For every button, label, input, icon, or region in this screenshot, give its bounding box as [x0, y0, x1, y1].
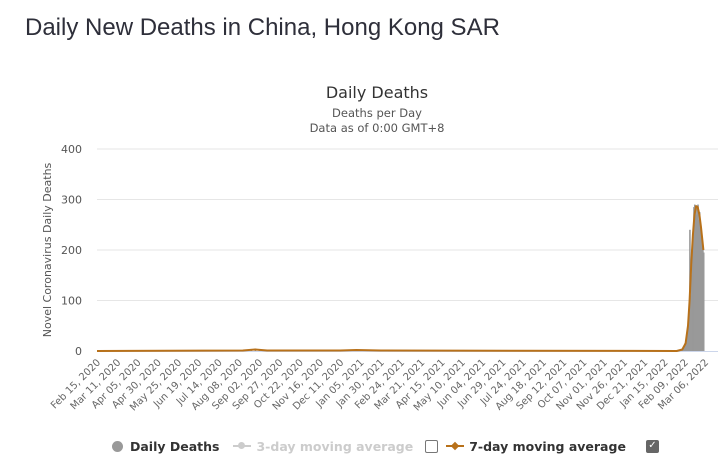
bar[interactable]: [689, 295, 692, 351]
bar[interactable]: [688, 315, 690, 351]
bar[interactable]: [699, 224, 702, 351]
bar[interactable]: [692, 234, 694, 351]
diamond-marker-icon: [446, 440, 465, 452]
chart-subtitle: Deaths per Day: [332, 106, 422, 120]
bar[interactable]: [701, 239, 703, 351]
bar[interactable]: [695, 214, 698, 351]
circle-icon: [112, 440, 123, 452]
chart-subtitle-date: Data as of 0:00 GMT+8: [310, 121, 445, 135]
bar[interactable]: [685, 337, 688, 351]
legend-label: Daily Deaths: [130, 438, 220, 454]
legend: Daily Deaths 3-day moving average 7-day …: [112, 437, 667, 455]
y-tick-label: 300: [61, 194, 82, 207]
y-axis-label: Novel Coronavirus Daily Deaths: [41, 162, 54, 337]
legend-label: 3-day moving average: [256, 438, 414, 454]
bar[interactable]: [690, 275, 693, 351]
bar[interactable]: [698, 212, 701, 351]
page-title: Daily New Deaths in China, Hong Kong SAR: [25, 14, 500, 41]
bar[interactable]: [687, 324, 690, 351]
legend-daily-deaths[interactable]: Daily Deaths: [112, 439, 219, 454]
bar[interactable]: [697, 204, 699, 351]
y-tick-label: 200: [61, 244, 82, 257]
checkbox-3-day-average[interactable]: [425, 439, 439, 453]
bar[interactable]: [696, 207, 699, 351]
bar[interactable]: [686, 333, 689, 351]
bar[interactable]: [691, 255, 694, 351]
bar[interactable]: [700, 229, 703, 351]
series-line-7-day-average[interactable]: [96, 205, 705, 352]
legend-3-day-average[interactable]: 3-day moving average: [233, 439, 413, 454]
bar[interactable]: [702, 252, 705, 351]
bar[interactable]: [702, 250, 704, 351]
y-tick-label: 0: [75, 345, 82, 358]
bar[interactable]: [683, 345, 686, 351]
bar[interactable]: [698, 219, 700, 351]
bar[interactable]: [684, 343, 686, 351]
bar[interactable]: [693, 207, 695, 351]
y-tick-label: 100: [61, 295, 82, 308]
legend-7-day-average[interactable]: 7-day moving average: [446, 439, 626, 454]
y-tick-label: 400: [61, 143, 82, 156]
bar[interactable]: [694, 209, 697, 351]
line-marker-icon: [233, 440, 252, 452]
checkbox-7-day-average[interactable]: ✓: [645, 439, 659, 453]
bar[interactable]: [685, 340, 687, 351]
bar[interactable]: [693, 204, 696, 351]
chart-title: Daily Deaths: [326, 83, 428, 102]
legend-label: 7-day moving average: [469, 438, 626, 454]
